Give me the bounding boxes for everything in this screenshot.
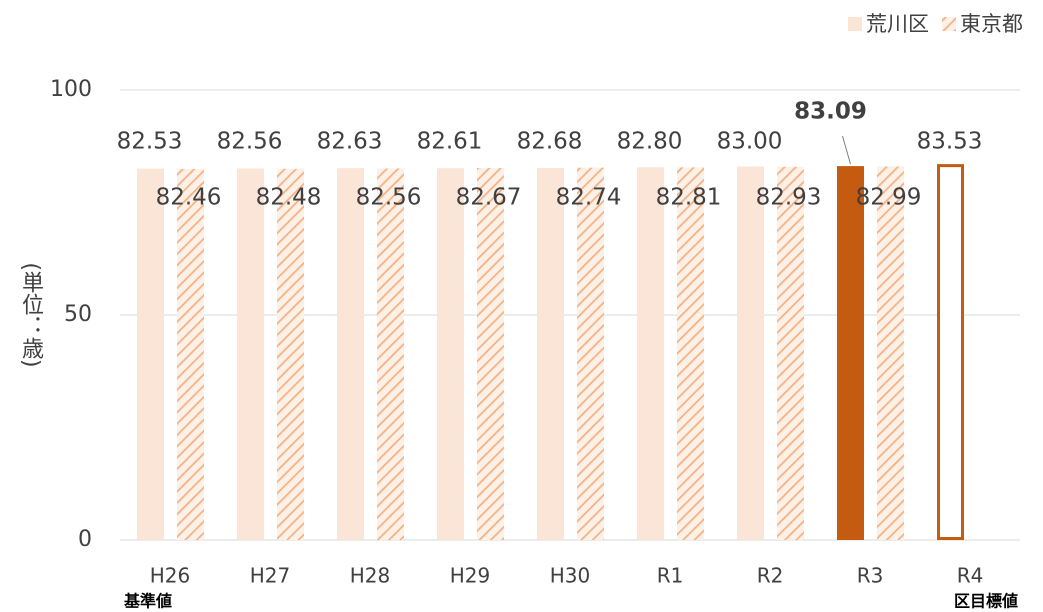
value-label: 82.81 bbox=[656, 185, 722, 211]
value-label: 82.93 bbox=[756, 185, 822, 211]
value-label: 82.68 bbox=[517, 129, 583, 155]
bar bbox=[477, 167, 504, 541]
x-tick-label: H30 bbox=[550, 564, 591, 588]
bar bbox=[437, 168, 464, 540]
legend-swatch bbox=[942, 17, 956, 31]
bar bbox=[777, 166, 804, 540]
legend-label: 東京都 bbox=[960, 12, 1023, 36]
bar bbox=[337, 168, 364, 541]
value-label: 82.74 bbox=[556, 185, 622, 211]
value-label: 82.56 bbox=[217, 129, 283, 155]
bar bbox=[577, 167, 604, 541]
bar bbox=[237, 168, 264, 541]
bar bbox=[737, 166, 764, 540]
bar bbox=[377, 168, 404, 541]
value-label: 83.09 bbox=[794, 99, 867, 125]
x-tick-label: H29 bbox=[450, 564, 491, 588]
bar bbox=[937, 164, 964, 541]
y-axis-label: (単位：歳) bbox=[18, 262, 44, 367]
x-tick-label: R2 bbox=[757, 564, 784, 588]
bar bbox=[137, 168, 164, 541]
value-label: 82.46 bbox=[156, 185, 222, 211]
x-tick-label: H27 bbox=[250, 564, 291, 588]
bar bbox=[677, 167, 704, 541]
leader-line bbox=[842, 135, 851, 165]
legend-swatch bbox=[848, 17, 862, 31]
value-label: 82.48 bbox=[256, 185, 322, 211]
bar bbox=[537, 167, 564, 540]
value-label: 82.56 bbox=[356, 185, 422, 211]
bar bbox=[277, 168, 304, 540]
x-tick-label: R4 bbox=[957, 564, 984, 588]
value-label: 82.53 bbox=[117, 129, 183, 155]
x-tick-label: R3 bbox=[857, 564, 884, 588]
value-label: 83.00 bbox=[717, 129, 783, 155]
x-tick-label: R1 bbox=[657, 564, 684, 588]
x-tick-label: H26 bbox=[150, 564, 191, 588]
x-tick-label: H28 bbox=[350, 564, 391, 588]
bar bbox=[877, 166, 904, 541]
y-tick-label: 0 bbox=[78, 527, 92, 552]
value-label: 82.99 bbox=[856, 185, 922, 211]
value-label: 82.80 bbox=[617, 129, 683, 155]
bar bbox=[637, 167, 664, 540]
annotation: 基準値 bbox=[123, 592, 172, 611]
value-label: 82.61 bbox=[417, 129, 483, 155]
bar bbox=[177, 168, 204, 540]
y-tick-label: 50 bbox=[64, 302, 92, 327]
y-tick-label: 100 bbox=[50, 77, 92, 102]
value-label: 82.63 bbox=[317, 129, 383, 155]
value-label: 83.53 bbox=[917, 129, 983, 155]
legend-label: 荒川区 bbox=[866, 12, 929, 36]
bar bbox=[837, 166, 864, 540]
annotation: 区目標値 bbox=[954, 592, 1018, 611]
value-label: 82.67 bbox=[456, 185, 522, 211]
